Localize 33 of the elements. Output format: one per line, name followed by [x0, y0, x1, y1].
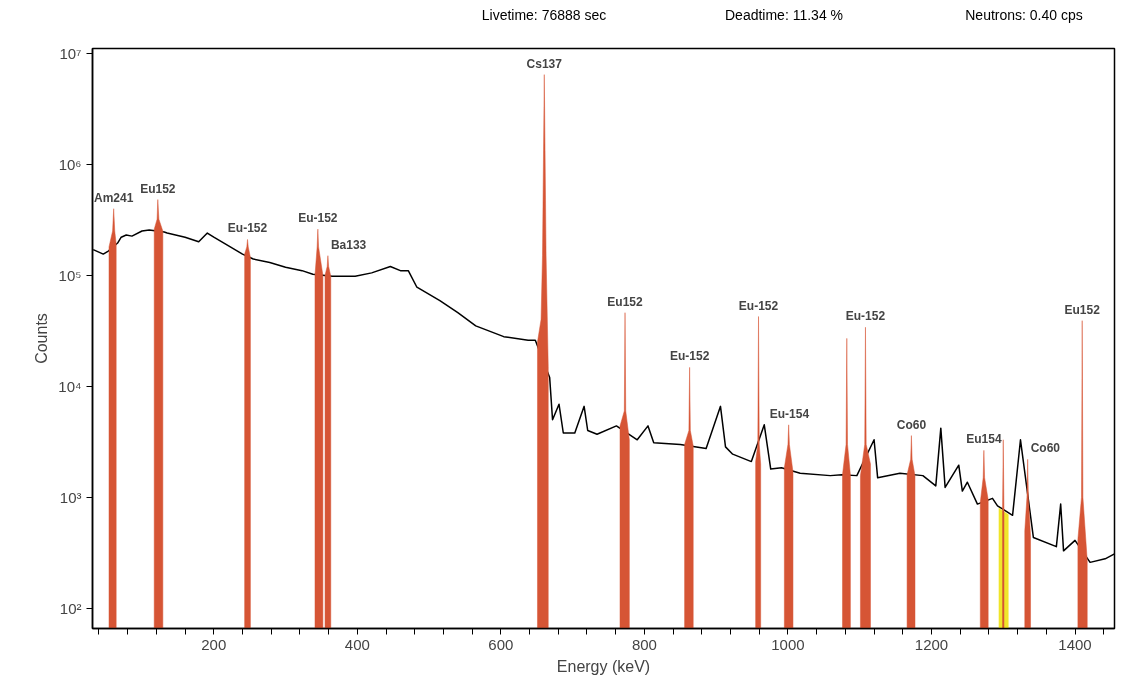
text: Neutrons: 0.40 cps [965, 6, 1083, 25]
annotation: Eu152 [607, 294, 644, 309]
annotation: Co60 [1030, 441, 1061, 456]
x-tick-label: 1000 [771, 635, 805, 653]
text: Deadtime: 11.34 % [724, 6, 844, 25]
annotation: Ba133 [330, 237, 367, 252]
x-tick-label: 600 [488, 635, 514, 653]
y-tick-label: 10⁴ [58, 377, 82, 395]
y-tick-label: 10² [59, 599, 82, 617]
x-tick-label: 1200 [914, 635, 949, 653]
y-tick-label: 10³ [59, 488, 82, 506]
annotation: Cs137 [526, 56, 563, 71]
y-tick-label: 10⁵ [58, 266, 82, 284]
annotation: Eu152 [1064, 302, 1101, 317]
annotation: Eu152 [140, 181, 176, 196]
annotation: Am241 [93, 190, 134, 205]
text: Livetime: 76888 sec [481, 6, 607, 25]
annotation: Co60 [896, 417, 927, 432]
annotation: Eu-154 [769, 406, 810, 421]
annotation: Eu-152 [845, 309, 886, 324]
annotation: Eu-152 [738, 298, 779, 313]
x-tick-label: 1400 [1058, 635, 1092, 653]
x-tick-label: 200 [201, 635, 227, 653]
annotation: Eu-152 [227, 221, 268, 236]
annotation: Eu-152 [669, 349, 710, 364]
y-axis-title: Counts [33, 313, 51, 364]
x-axis-title: Energy (keV) [556, 657, 651, 675]
y-tick-label: 10⁶ [58, 155, 82, 173]
annotation: Eu154 [966, 432, 1002, 447]
x-tick-label: 800 [631, 635, 657, 653]
x-tick-label: 400 [344, 635, 370, 653]
y-tick-label: 10⁷ [59, 44, 82, 62]
annotation: Eu-152 [298, 211, 338, 226]
